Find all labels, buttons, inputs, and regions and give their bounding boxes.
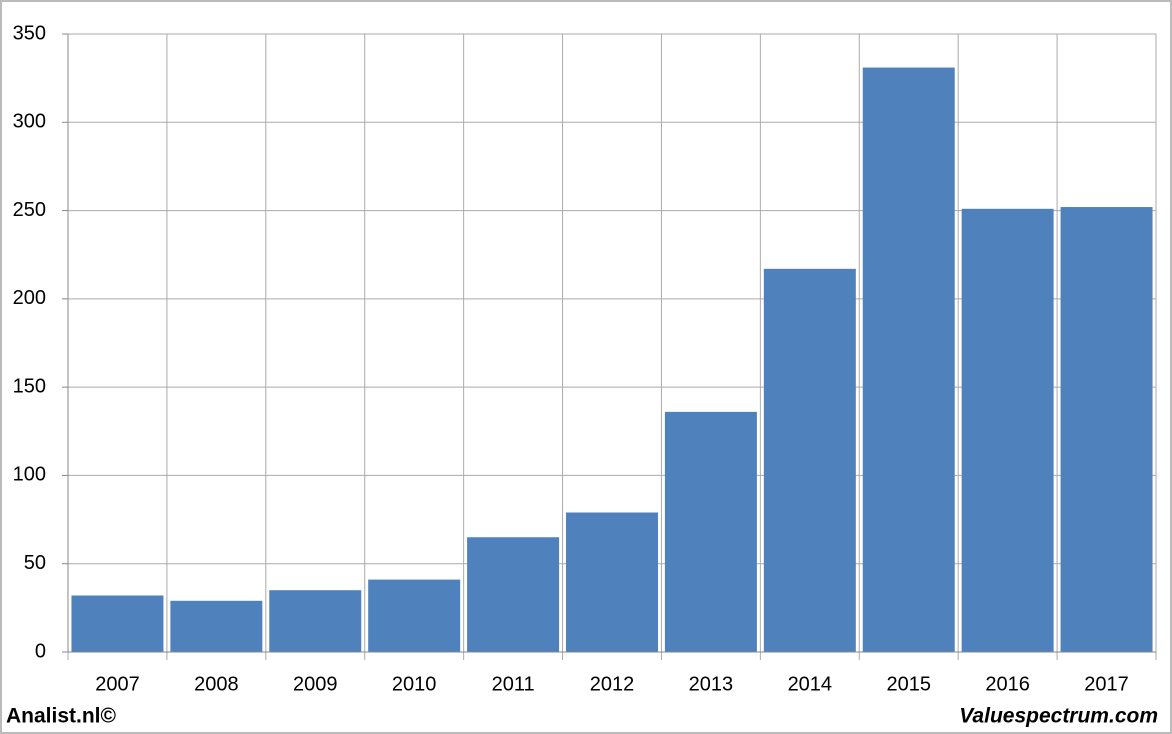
y-tick-label: 200 bbox=[13, 287, 46, 309]
bar bbox=[269, 590, 362, 652]
bar bbox=[664, 411, 757, 652]
x-tick-label: 2014 bbox=[788, 673, 833, 695]
x-tick-label: 2007 bbox=[95, 673, 140, 695]
y-tick-label: 350 bbox=[13, 22, 46, 44]
y-tick-label: 50 bbox=[24, 552, 46, 574]
bar bbox=[467, 537, 560, 652]
footer-right: Valuespectrum.com bbox=[959, 705, 1158, 728]
bar bbox=[71, 595, 164, 652]
bar bbox=[961, 208, 1054, 652]
footer-left: Analist.nl© bbox=[6, 705, 117, 728]
bar bbox=[862, 67, 955, 652]
x-tick-label: 2015 bbox=[886, 673, 931, 695]
y-tick-label: 0 bbox=[35, 640, 46, 662]
y-tick-label: 100 bbox=[13, 464, 46, 486]
x-tick-label: 2010 bbox=[392, 673, 437, 695]
bar bbox=[170, 600, 263, 652]
y-tick-label: 150 bbox=[13, 375, 46, 397]
bar bbox=[763, 268, 856, 652]
x-tick-label: 2013 bbox=[689, 673, 734, 695]
x-tick-label: 2017 bbox=[1084, 673, 1129, 695]
x-tick-label: 2008 bbox=[194, 673, 239, 695]
x-tick-label: 2011 bbox=[492, 673, 535, 695]
y-tick-label: 300 bbox=[13, 111, 46, 133]
bar bbox=[1060, 207, 1153, 653]
y-tick-label: 250 bbox=[13, 199, 46, 221]
x-tick-label: 2009 bbox=[293, 673, 338, 695]
bar bbox=[566, 512, 658, 652]
x-tick-label: 2016 bbox=[985, 673, 1030, 695]
x-tick-label: 2012 bbox=[590, 673, 635, 695]
bar bbox=[368, 579, 461, 652]
